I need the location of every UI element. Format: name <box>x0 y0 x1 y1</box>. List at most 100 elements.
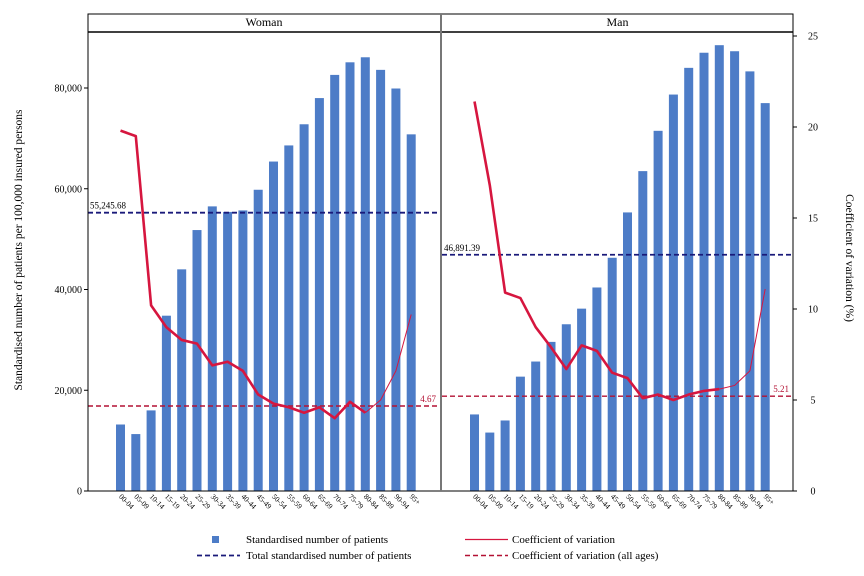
y-left-tick-label: 0 <box>77 487 82 498</box>
x-tick-label: 00-04 <box>117 492 136 511</box>
x-tick-label: 25-29 <box>548 492 567 511</box>
x-tick-label: 20-24 <box>532 492 551 511</box>
bar <box>760 103 770 492</box>
bar <box>253 189 263 491</box>
bar <box>406 134 416 491</box>
y-right-tick-label: 20 <box>808 123 818 134</box>
x-tick-label: 40-44 <box>593 492 612 511</box>
bar <box>745 71 755 491</box>
bar <box>638 171 648 491</box>
y-right-axis-title: Coefficient of variation (%) <box>843 194 855 322</box>
x-tick-label: 00-04 <box>471 492 490 511</box>
panel-woman: Woman 00-0405-0910-1415-1920-2425-2930-34… <box>88 15 440 511</box>
cv-line-thin <box>719 288 766 390</box>
y-right-tick-label: 10 <box>808 305 818 316</box>
axes: 0 20,000 40,000 60,000 80,000 0 5 10 15 20 25 Stand… <box>13 13 855 498</box>
x-tick-label: 10-14 <box>148 492 167 511</box>
bar <box>131 434 141 491</box>
cv-all-label: 4.67 <box>420 394 436 404</box>
bar <box>116 424 125 491</box>
x-tick-label: 45-49 <box>255 492 274 511</box>
bar <box>500 420 510 491</box>
bar <box>314 98 324 491</box>
y-right-tick-label: 25 <box>808 32 818 43</box>
legend-label-cv: Coefficient of variation <box>512 534 616 546</box>
cv-line-thick <box>473 101 720 402</box>
x-tick-label: 20-24 <box>178 492 197 511</box>
y-left-tick-label: 40,000 <box>55 285 83 296</box>
legend-label-bar: Standardised number of patients <box>246 534 388 546</box>
legend-label-total: Total standardised number of patients <box>246 550 411 562</box>
x-tick-label: 70-74 <box>685 492 704 511</box>
x-tick-label: 60-64 <box>655 492 674 511</box>
x-tick-label: 65-69 <box>316 492 335 511</box>
bar <box>592 287 602 491</box>
bar <box>561 324 571 491</box>
x-tick-label: 05-09 <box>132 492 151 511</box>
bar <box>207 206 217 491</box>
total-label: 55,245.68 <box>90 201 127 211</box>
bar <box>299 124 309 492</box>
y-right-tick-label: 0 <box>811 487 816 498</box>
bar <box>192 230 202 491</box>
bar <box>161 315 171 491</box>
x-tick-label: 45-49 <box>609 492 628 511</box>
x-tick-label: 80-84 <box>716 492 735 511</box>
bar <box>146 410 156 491</box>
cv-line-thick <box>120 129 367 420</box>
x-tick-label: 30-34 <box>563 492 582 511</box>
legend: Standardised number of patients Coefficie… <box>197 534 659 562</box>
y-left-tick-label: 20,000 <box>55 386 83 397</box>
bar <box>684 67 694 491</box>
y-left-tick-label: 60,000 <box>55 184 83 195</box>
bar <box>269 161 278 492</box>
x-tick-label: 35-39 <box>578 492 597 511</box>
x-tick-label: 15-19 <box>163 492 182 511</box>
total-label: 46,891.39 <box>444 243 481 253</box>
bar <box>623 212 632 491</box>
legend-bar-swatch <box>212 536 219 543</box>
bar <box>238 210 248 491</box>
cv-all-label: 5.21 <box>773 384 789 394</box>
bar <box>223 211 233 492</box>
x-tick-label: 70-74 <box>331 492 350 511</box>
x-tick-label: 15-19 <box>517 492 536 511</box>
x-tick-label: 40-44 <box>239 492 258 511</box>
x-tick-label: 25-29 <box>194 492 213 511</box>
y-left-axis-title: Standardised number of patients per 100,… <box>13 109 25 391</box>
bar <box>607 257 617 491</box>
x-tick-label: 85-89 <box>731 492 750 511</box>
panel-title: Woman <box>245 15 282 29</box>
bar <box>284 145 294 492</box>
x-tick-label: 30-34 <box>209 492 228 511</box>
x-tick-label: 55-59 <box>639 492 658 511</box>
bar <box>470 414 479 491</box>
bar <box>330 74 340 491</box>
x-tick-label: 90-94 <box>746 492 765 511</box>
bar <box>699 52 709 492</box>
bar <box>531 361 541 491</box>
panel-title: Man <box>607 15 629 29</box>
bar <box>546 341 556 491</box>
x-tick-label: 75-79 <box>701 492 720 511</box>
bar <box>653 130 663 491</box>
x-tick-label: 65-69 <box>670 492 689 511</box>
bar <box>376 69 386 492</box>
x-tick-label: 75-79 <box>347 492 366 511</box>
y-right-tick-label: 15 <box>808 214 818 225</box>
x-tick-label: 55-59 <box>285 492 304 511</box>
bar <box>577 308 587 491</box>
x-tick-label: 80-84 <box>362 492 381 511</box>
x-tick-label: 60-64 <box>301 492 320 511</box>
y-left-tick-label: 80,000 <box>55 84 83 95</box>
bar <box>345 62 355 492</box>
bar <box>668 94 678 491</box>
cv-line-thin <box>364 314 412 414</box>
x-tick-label: 50-54 <box>270 492 289 511</box>
bar <box>177 269 187 491</box>
x-tick-label: 50-54 <box>624 492 643 511</box>
x-tick-label: 10-14 <box>502 492 521 511</box>
y-right-tick-label: 5 <box>811 396 816 407</box>
x-tick-label: 05-09 <box>486 492 505 511</box>
